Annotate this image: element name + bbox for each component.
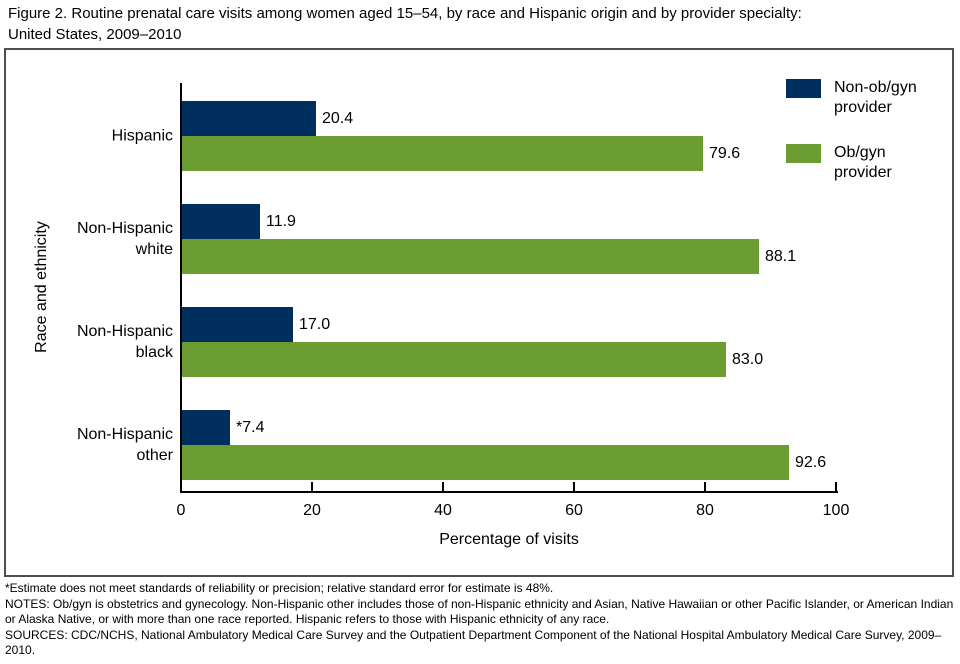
- x-axis-tick-label: 40: [434, 502, 452, 519]
- footnotes: *Estimate does not meet standards of rel…: [5, 581, 955, 659]
- x-axis-tick: [442, 482, 444, 491]
- bar-value-label: 83.0: [732, 350, 764, 368]
- bar: [182, 239, 759, 274]
- bar: [182, 342, 726, 377]
- footnote-sources: SOURCES: CDC/NCHS, National Ambulatory M…: [5, 627, 942, 658]
- bar-value-label: 79.6: [709, 144, 741, 162]
- x-axis-tick-label: 20: [303, 502, 321, 519]
- legend-item: Ob/gyn provider: [786, 143, 940, 183]
- plot-area: Race and ethnicity Percentage of visits …: [6, 50, 952, 575]
- bar-value-label: 17.0: [299, 315, 331, 333]
- legend-swatch-obgyn: [786, 144, 821, 163]
- x-axis-tick: [835, 482, 837, 491]
- bar-value-label: 88.1: [765, 247, 797, 265]
- footnote-notes: NOTES: Ob/gyn is obstetrics and gynecolo…: [5, 596, 954, 627]
- category-label: Non-Hispanic white: [76, 220, 173, 258]
- bar: [182, 101, 316, 136]
- figure-title: Figure 2. Routine prenatal care visits a…: [8, 3, 802, 45]
- x-axis-title: Percentage of visits: [439, 531, 579, 548]
- footnote-estimate: *Estimate does not meet standards of rel…: [5, 581, 554, 595]
- legend-item: Non-ob/gyn provider: [786, 78, 940, 118]
- bar: [182, 445, 789, 480]
- legend-label: Non-ob/gyn provider: [834, 79, 917, 116]
- category-label: Hispanic: [111, 127, 173, 145]
- bar: [182, 410, 230, 445]
- category-label: Non-Hispanic black: [76, 323, 173, 361]
- x-axis-tick-label: 80: [696, 502, 714, 519]
- x-axis-tick: [180, 482, 182, 491]
- bar-value-label: 11.9: [266, 212, 296, 230]
- bar: [182, 136, 703, 171]
- x-axis-tick-label: 100: [822, 502, 850, 519]
- bar-value-label: *7.4: [236, 418, 265, 436]
- x-axis-tick-label: 0: [176, 502, 186, 519]
- bar-value-label: 20.4: [322, 109, 354, 127]
- y-axis-title: Race and ethnicity: [33, 221, 50, 353]
- x-axis-tick: [573, 482, 575, 491]
- figure-title-line-1: Figure 2. Routine prenatal care visits a…: [8, 5, 802, 22]
- x-axis-line: [180, 491, 838, 493]
- bar: [182, 204, 260, 239]
- bar: [182, 307, 293, 342]
- chart-frame: Race and ethnicity Percentage of visits …: [4, 48, 954, 577]
- figure-title-line-2: United States, 2009–2010: [8, 26, 182, 43]
- x-axis-tick: [311, 482, 313, 491]
- x-axis-tick: [704, 482, 706, 491]
- x-axis-tick-label: 60: [565, 502, 583, 519]
- legend-swatch-non-obgyn: [786, 79, 821, 98]
- legend-label: Ob/gyn provider: [834, 144, 892, 181]
- bar-value-label: 92.6: [795, 453, 827, 471]
- category-label: Non-Hispanic other: [76, 426, 173, 464]
- y-axis-line: [180, 83, 182, 493]
